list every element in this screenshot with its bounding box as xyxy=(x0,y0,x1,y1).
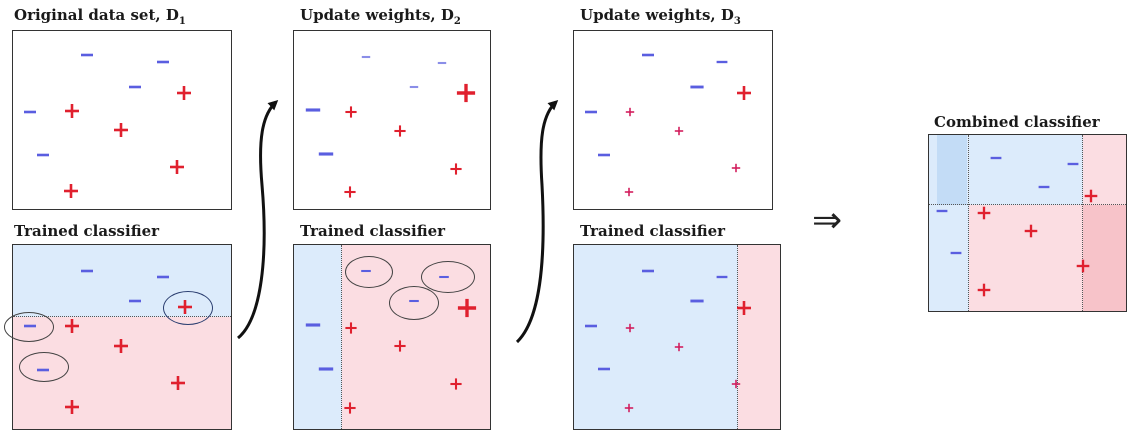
title-subscript: 1 xyxy=(178,16,186,27)
plus-marker xyxy=(65,319,79,333)
plus-marker xyxy=(450,378,462,390)
misclassified-circle xyxy=(19,352,69,382)
title-symbol: D xyxy=(165,6,179,24)
plus-marker xyxy=(731,379,741,389)
plus-marker xyxy=(344,186,356,198)
region-positive xyxy=(738,245,780,429)
title-combined-classifier: Combined classifier xyxy=(934,113,1100,131)
panel-trained-classifier-3 xyxy=(573,244,781,430)
plus-marker xyxy=(674,126,684,136)
misclassified-circle xyxy=(389,286,439,320)
plus-marker xyxy=(624,187,634,197)
plus-marker xyxy=(65,104,79,118)
plus-marker xyxy=(65,400,79,414)
plus-marker xyxy=(394,340,406,352)
boundary-vertical-left xyxy=(968,135,969,311)
plus-marker xyxy=(625,107,635,117)
title-symbol: D xyxy=(720,6,734,24)
panel-data-set-d1 xyxy=(12,30,232,210)
plus-marker xyxy=(345,106,357,118)
plus-marker xyxy=(737,301,751,315)
region-positive-center xyxy=(969,205,1083,311)
plus-marker xyxy=(178,300,192,314)
title-symbol: D xyxy=(440,6,454,24)
plus-marker xyxy=(737,86,751,100)
plus-marker xyxy=(450,163,462,175)
plus-marker xyxy=(977,283,991,297)
region-negative xyxy=(294,245,342,429)
boundary-vertical-right xyxy=(1082,135,1083,311)
title-subscript: 2 xyxy=(453,16,461,27)
plus-marker xyxy=(625,323,635,333)
misclassified-circle xyxy=(421,261,475,293)
plus-marker xyxy=(731,163,741,173)
plus-marker xyxy=(171,376,185,390)
misclassified-circle xyxy=(345,256,393,288)
region-negative-top xyxy=(969,135,1083,205)
plus-marker xyxy=(1076,259,1090,273)
plus-marker xyxy=(624,403,634,413)
plus-marker xyxy=(170,160,184,174)
implies-arrow: ⇒ xyxy=(812,200,843,241)
region-negative xyxy=(574,245,738,429)
plus-marker xyxy=(64,184,78,198)
plus-marker xyxy=(977,206,991,220)
region-positive-strong xyxy=(1083,205,1126,311)
region-negative-strong xyxy=(937,135,967,205)
plus-marker xyxy=(457,298,477,318)
plus-marker xyxy=(114,339,128,353)
plus-marker xyxy=(394,125,406,137)
misclassified-circle xyxy=(163,291,213,325)
plus-marker xyxy=(1084,189,1098,203)
boundary-horizontal xyxy=(929,204,1126,205)
flow-arrow-1 xyxy=(236,99,279,340)
title-update-weights-d3: Update weights, D3 xyxy=(580,6,741,27)
title-subscript: 3 xyxy=(733,16,741,27)
decision-boundary xyxy=(13,316,231,317)
plus-marker xyxy=(344,402,356,414)
title-text: Original data set, xyxy=(14,6,161,24)
plus-marker xyxy=(1024,224,1038,238)
title-trained-classifier-2: Trained classifier xyxy=(300,222,446,240)
misclassified-circle xyxy=(4,312,54,342)
plus-marker xyxy=(177,86,191,100)
flow-arrow-2 xyxy=(515,99,559,344)
title-original-data-set: Original data set, D1 xyxy=(14,6,186,27)
title-trained-classifier-3: Trained classifier xyxy=(580,222,726,240)
title-text: Update weights, xyxy=(300,6,436,24)
title-text: Update weights, xyxy=(580,6,716,24)
title-trained-classifier-1: Trained classifier xyxy=(14,222,160,240)
plus-marker xyxy=(674,342,684,352)
decision-boundary xyxy=(341,245,342,429)
panel-data-set-d2 xyxy=(293,30,491,210)
plus-marker xyxy=(456,83,476,103)
panel-data-set-d3 xyxy=(573,30,773,210)
panel-combined-classifier xyxy=(928,134,1127,312)
plus-marker xyxy=(114,123,128,137)
decision-boundary xyxy=(737,245,738,429)
plus-marker xyxy=(345,322,357,334)
title-update-weights-d2: Update weights, D2 xyxy=(300,6,461,27)
